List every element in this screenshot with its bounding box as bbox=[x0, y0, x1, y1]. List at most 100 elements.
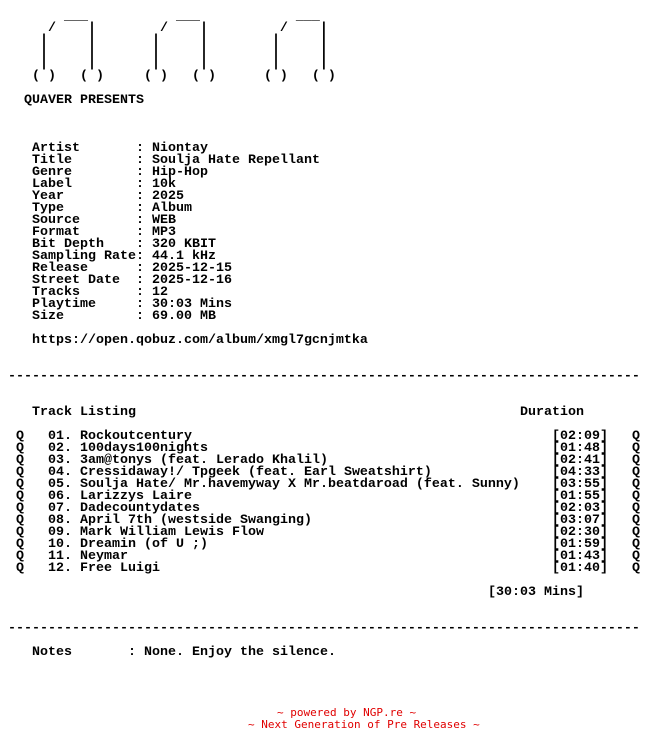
track-number: 07. bbox=[48, 501, 72, 516]
track-marker-right: Q bbox=[632, 501, 640, 516]
track-marker-right: Q bbox=[632, 549, 640, 564]
track-marker-right: Q bbox=[632, 525, 640, 540]
track-marker-left: Q bbox=[16, 561, 24, 576]
track-title: Mark William Lewis Flow bbox=[80, 525, 264, 540]
track-number: 03. bbox=[48, 453, 72, 468]
separator-line: ----------------------------------------… bbox=[8, 369, 640, 384]
track-duration: [03:55] bbox=[552, 477, 608, 492]
track-marker-left: Q bbox=[16, 525, 24, 540]
info-label: Genre bbox=[32, 165, 72, 180]
info-label: Release bbox=[32, 261, 88, 276]
track-number: 02. bbox=[48, 441, 72, 456]
track-title: Dadecountydates bbox=[80, 501, 200, 516]
info-colon: : bbox=[136, 273, 144, 288]
track-number: 09. bbox=[48, 525, 72, 540]
track-number: 11. bbox=[48, 549, 72, 564]
track-marker-left: Q bbox=[16, 465, 24, 480]
footer-tagline: ~ Next Generation of Pre Releases ~ bbox=[248, 718, 480, 731]
info-label: Artist bbox=[32, 141, 80, 156]
info-value: WEB bbox=[152, 213, 176, 228]
track-duration: [03:07] bbox=[552, 513, 608, 528]
info-label: Format bbox=[32, 225, 80, 240]
total-duration: [30:03 Mins] bbox=[488, 585, 584, 600]
track-title: Larizzys Laire bbox=[80, 489, 192, 504]
track-number: 12. bbox=[48, 561, 72, 576]
info-colon: : bbox=[136, 285, 144, 300]
track-marker-left: Q bbox=[16, 537, 24, 552]
track-marker-left: Q bbox=[16, 477, 24, 492]
info-value: 320 KBIT bbox=[152, 237, 216, 252]
track-duration: [01:48] bbox=[552, 441, 608, 456]
info-label: Year bbox=[32, 189, 64, 204]
info-label: Sampling Rate bbox=[32, 249, 136, 264]
info-label: Playtime bbox=[32, 297, 96, 312]
track-number: 01. bbox=[48, 429, 72, 444]
track-duration: [01:59] bbox=[552, 537, 608, 552]
info-colon: : bbox=[136, 309, 144, 324]
track-title: Dreamin (of U ;) bbox=[80, 537, 208, 552]
track-marker-left: Q bbox=[16, 501, 24, 516]
info-label: Tracks bbox=[32, 285, 80, 300]
track-marker-left: Q bbox=[16, 441, 24, 456]
info-label: Size bbox=[32, 309, 64, 324]
track-duration: [01:55] bbox=[552, 489, 608, 504]
track-marker-right: Q bbox=[632, 441, 640, 456]
track-number: 08. bbox=[48, 513, 72, 528]
info-value: 2025-12-16 bbox=[152, 273, 232, 288]
track-duration: [02:03] bbox=[552, 501, 608, 516]
info-colon: : bbox=[136, 189, 144, 204]
tracklist-heading: Track Listing bbox=[32, 405, 136, 420]
info-value: 44.1 kHz bbox=[152, 249, 216, 264]
info-label: Title bbox=[32, 153, 72, 168]
track-number: 04. bbox=[48, 465, 72, 480]
track-marker-left: Q bbox=[16, 453, 24, 468]
info-colon: : bbox=[136, 177, 144, 192]
notes-label: Notes bbox=[32, 645, 72, 660]
track-marker-right: Q bbox=[632, 561, 640, 576]
info-value: 30:03 Mins bbox=[152, 297, 232, 312]
notes-colon: : bbox=[128, 645, 136, 660]
notes-value: None. Enjoy the silence. bbox=[144, 645, 336, 660]
presenter-title: QUAVER PRESENTS bbox=[24, 93, 144, 108]
track-duration: [04:33] bbox=[552, 465, 608, 480]
track-number: 10. bbox=[48, 537, 72, 552]
track-title: Rockoutcentury bbox=[80, 429, 192, 444]
track-title: Soulja Hate/ Mr.havemyway X Mr.beatdaroa… bbox=[80, 477, 520, 492]
track-title: Neymar bbox=[80, 549, 128, 564]
track-number: 06. bbox=[48, 489, 72, 504]
info-value: Niontay bbox=[152, 141, 208, 156]
info-value: Soulja Hate Repellant bbox=[152, 153, 320, 168]
track-marker-left: Q bbox=[16, 549, 24, 564]
info-value: 12 bbox=[152, 285, 168, 300]
track-title: 100days100nights bbox=[80, 441, 208, 456]
separator-line: ----------------------------------------… bbox=[8, 621, 640, 636]
info-colon: : bbox=[136, 213, 144, 228]
track-number: 05. bbox=[48, 477, 72, 492]
album-link[interactable]: https://open.qobuz.com/album/xmgl7gcnjmt… bbox=[32, 333, 368, 348]
track-marker-left: Q bbox=[16, 489, 24, 504]
info-value: 10k bbox=[152, 177, 176, 192]
duration-heading: Duration bbox=[520, 405, 584, 420]
info-label: Bit Depth bbox=[32, 237, 104, 252]
track-title: 3am@tonys (feat. Lerado Khalil) bbox=[80, 453, 328, 468]
track-marker-right: Q bbox=[632, 465, 640, 480]
info-colon: : bbox=[136, 153, 144, 168]
info-value: MP3 bbox=[152, 225, 176, 240]
track-marker-right: Q bbox=[632, 477, 640, 492]
track-marker-right: Q bbox=[632, 537, 640, 552]
info-label: Street Date bbox=[32, 273, 120, 288]
track-marker-left: Q bbox=[16, 513, 24, 528]
info-label: Source bbox=[32, 213, 80, 228]
track-duration: [02:41] bbox=[552, 453, 608, 468]
info-colon: : bbox=[136, 165, 144, 180]
track-marker-right: Q bbox=[632, 489, 640, 504]
track-duration: [02:09] bbox=[552, 429, 608, 444]
info-label: Label bbox=[32, 177, 72, 192]
info-value: 2025 bbox=[152, 189, 184, 204]
ascii-art-logo: ___ ___ ___ / | / | / | | | | | | | | | … bbox=[31, 9, 336, 84]
track-marker-right: Q bbox=[632, 429, 640, 444]
info-colon: : bbox=[136, 261, 144, 276]
info-value: 69.00 MB bbox=[152, 309, 216, 324]
track-duration: [02:30] bbox=[552, 525, 608, 540]
footer-powered-by: ~ powered by NGP.re ~ bbox=[277, 706, 417, 719]
